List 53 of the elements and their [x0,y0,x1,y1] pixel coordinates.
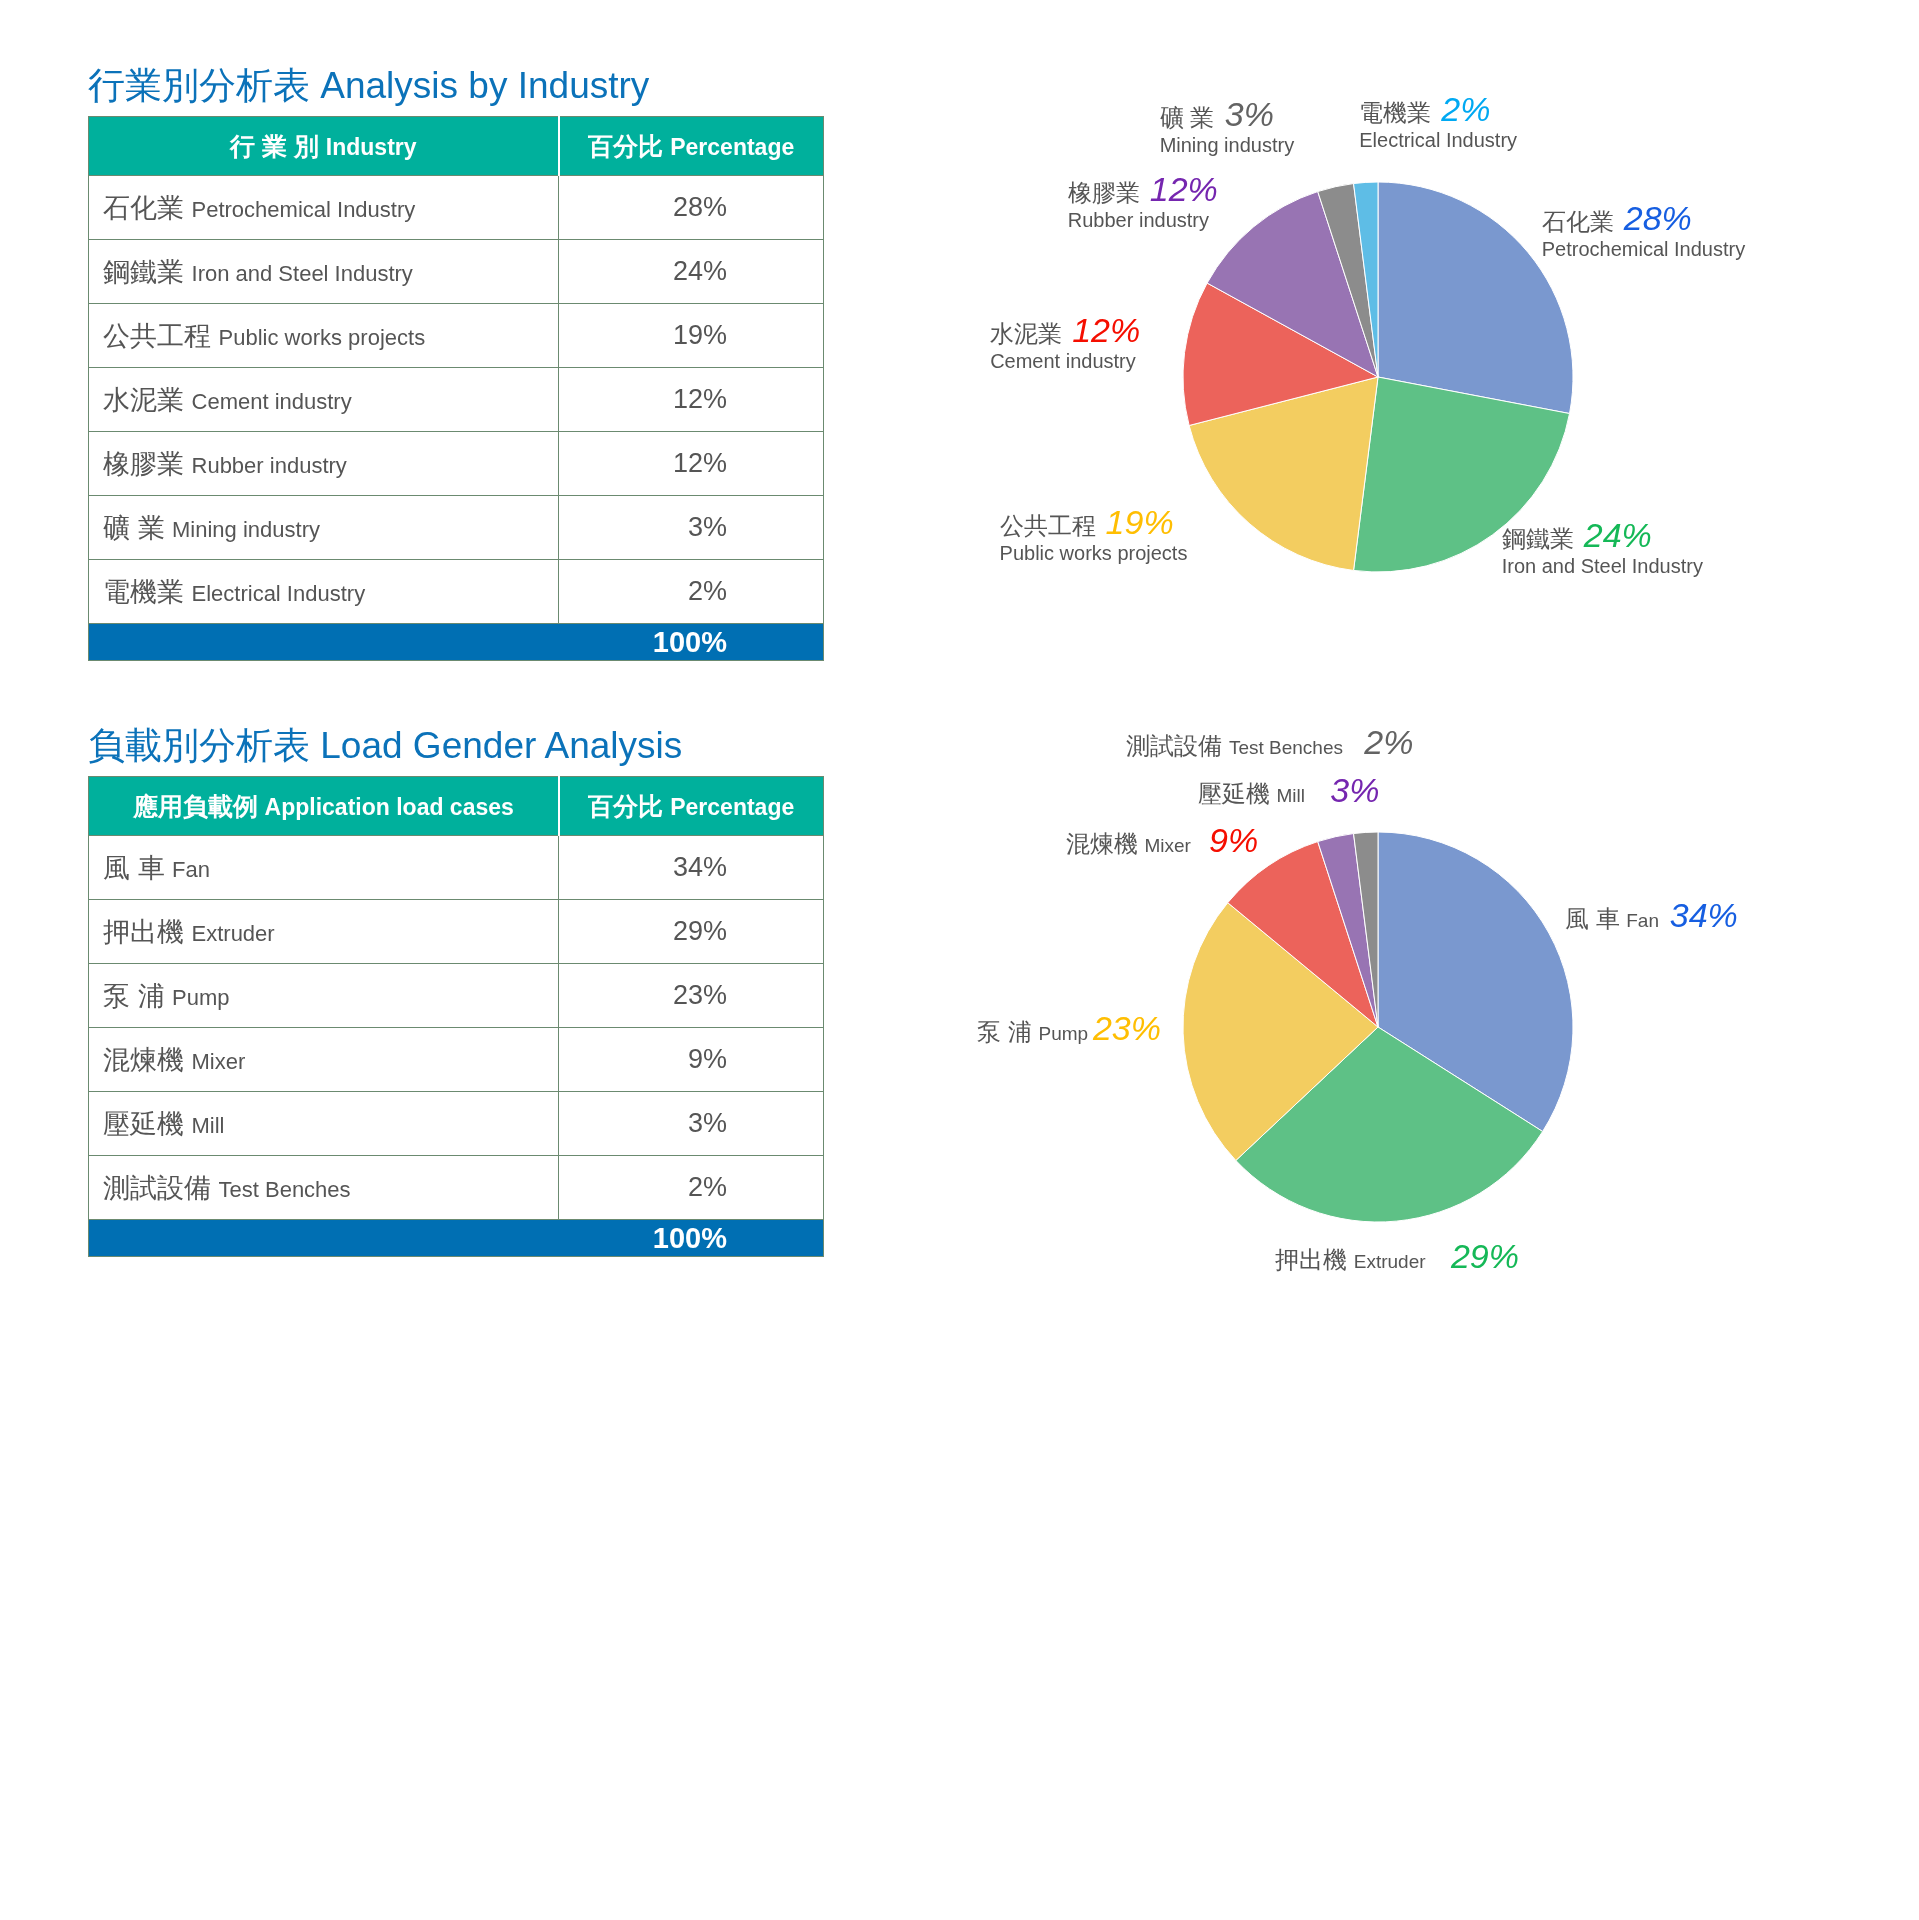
data-label: 2% [1363,723,1414,762]
category-label: 壓延機 Mill [103,1108,225,1139]
data-label: 12% [1072,311,1141,350]
text: 9% [687,1044,727,1074]
category-label: 泵 浦 Pump [103,980,230,1011]
category-label: 公共工程 Public works projects [103,320,426,351]
text: 24% [672,256,727,286]
slice-label: 壓延機 Mill [1197,780,1305,808]
text: 負載別分析表 Load Gender Analysis [88,724,684,768]
category-label: 混煉機 Mixer [103,1044,246,1075]
text: 2% [687,576,727,606]
slice-label: 風 車 Fan [1564,905,1659,933]
text: 行 業 別 Industry [229,131,417,160]
text: 23% [672,980,727,1010]
text: 12% [672,384,727,414]
text: 19% [672,320,727,350]
category-label: 風 車 Fan [103,852,210,883]
text: 應用負載例 Application load cases [132,791,514,820]
text: 行業別分析表 Analysis by Industry [88,64,651,108]
slice-label: 測試設備 Test Benches [1126,732,1343,760]
category-label: 礦 業 Mining industry [103,512,320,543]
category-label: 橡膠業 Rubber industry [103,448,347,479]
text: 100% [88,1219,824,1257]
category-label: 鋼鐵業 Iron and Steel Industry [103,256,413,287]
text: 34% [672,852,727,882]
text: 3% [687,1108,727,1138]
slice-label: 泵 浦 Pump [977,1017,1089,1045]
text: 100% [88,623,824,661]
text: 28% [672,192,727,222]
data-label: 9% [1209,820,1259,859]
text: 2% [687,1172,727,1202]
data-label: 34% [1669,896,1738,935]
category-label: 押出機 Extruder [103,916,275,947]
data-label: 29% [1449,1236,1519,1275]
text: 29% [672,916,727,946]
data-label: 28% [1622,199,1692,238]
category-label: 石化業 Petrochemical Industry [103,192,416,223]
data-label: 3% [1224,95,1274,134]
text: 12% [672,448,727,478]
text: 3% [687,512,727,542]
slice-label: 混煉機 Mixer [1065,829,1192,857]
category-label: 水泥業 Cement industry [103,384,352,415]
data-label: 3% [1330,771,1380,810]
category-label: 測試設備 Test Benches [103,1172,351,1203]
category-label: 電機業 Electrical Industry [103,576,366,607]
data-label: 23% [1091,1008,1161,1047]
data-label: 12% [1149,170,1218,209]
data-label: 24% [1582,516,1652,555]
data-label: 2% [1440,90,1491,129]
text: 百分比 Percentage [588,131,795,160]
data-label: 19% [1105,503,1174,542]
slice-label: 押出機 Extruder [1275,1245,1427,1273]
text: 百分比 Percentage [588,791,795,820]
